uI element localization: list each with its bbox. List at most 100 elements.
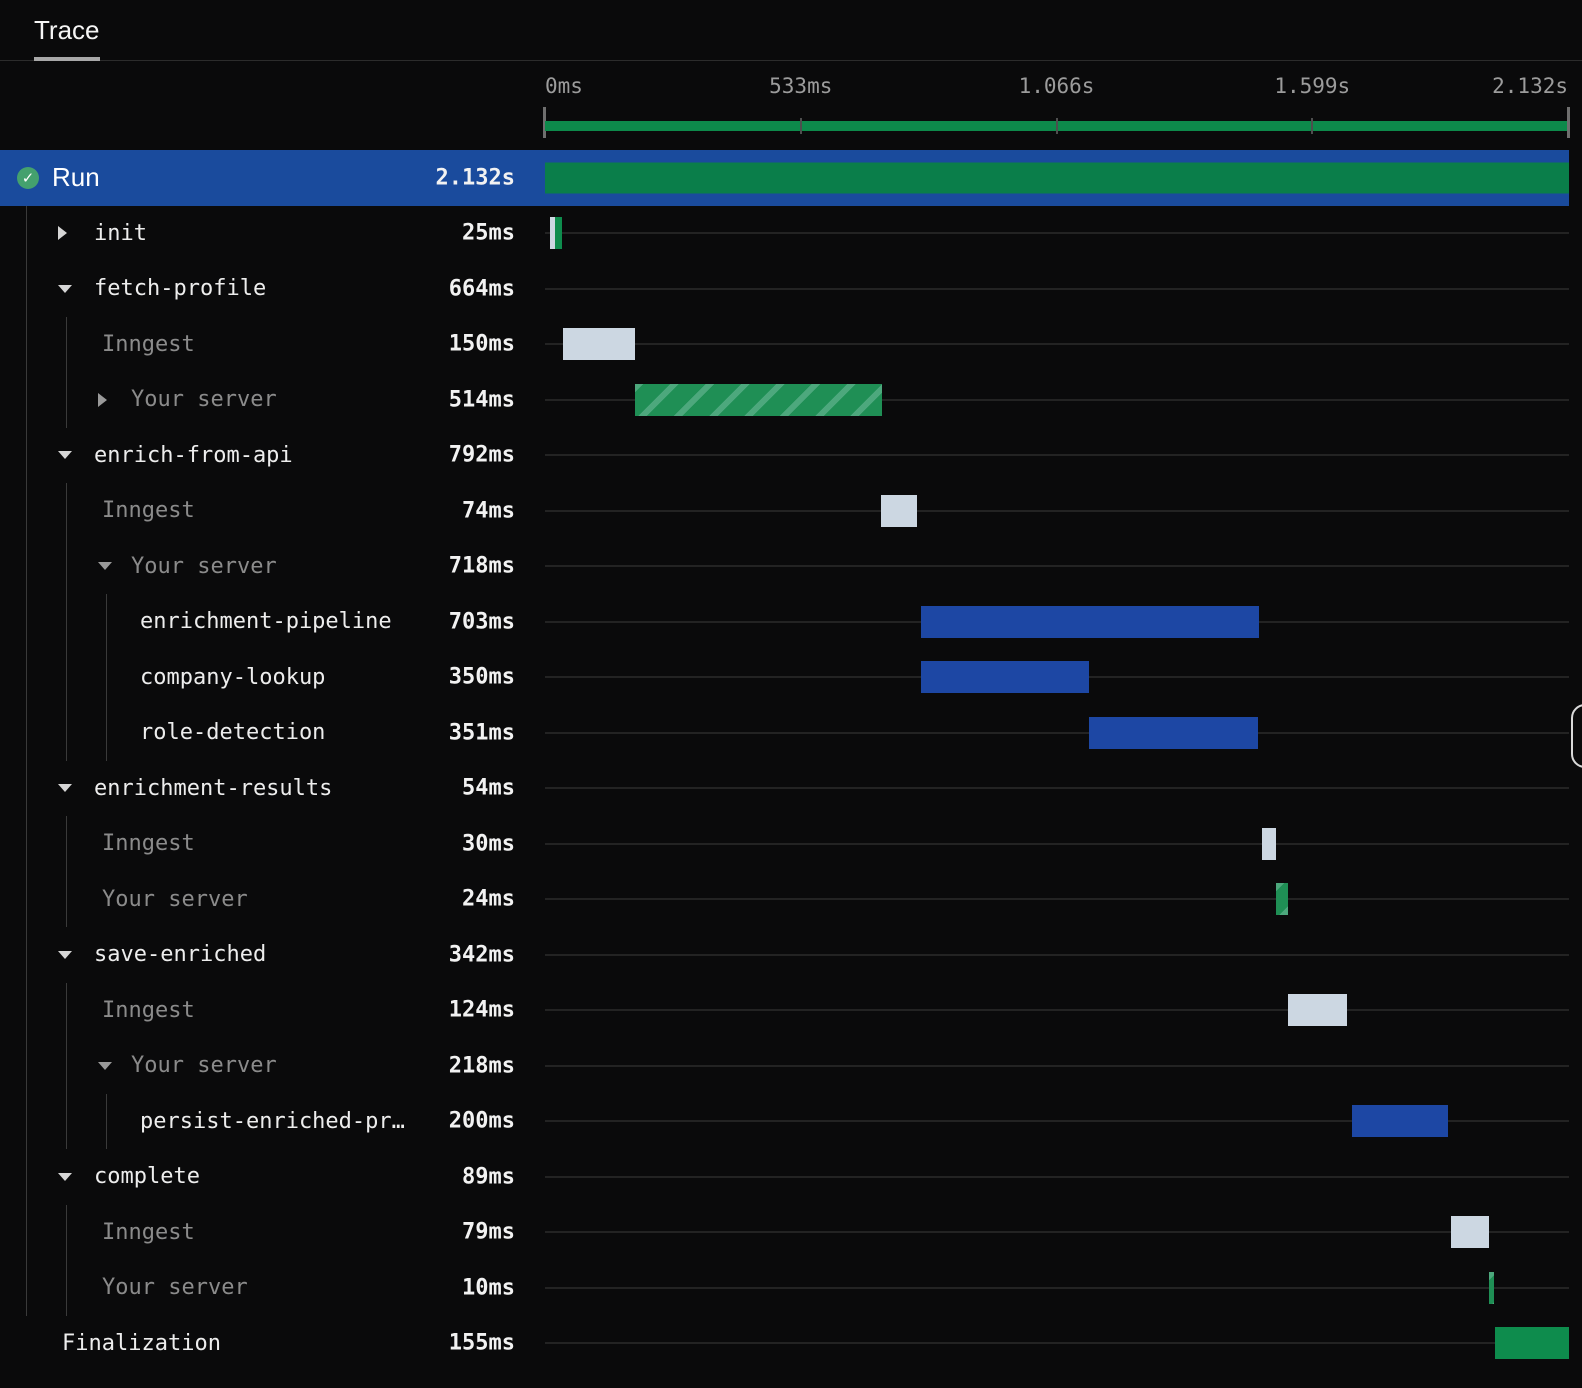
row-left-run: ✓ Run 2.132s xyxy=(0,150,545,206)
span-label: Your server xyxy=(131,387,277,413)
tree-guide-line xyxy=(66,1204,67,1260)
trace-row-complete-your-server[interactable]: Your server 10ms xyxy=(0,1260,1569,1316)
row-grid-line xyxy=(545,454,1569,457)
tab-bar: Trace xyxy=(0,0,1582,61)
span-bar-finalization[interactable] xyxy=(1494,1327,1569,1360)
tab-trace-label: Trace xyxy=(34,14,100,45)
arrow-box[interactable] xyxy=(58,950,94,959)
tree-guide-line xyxy=(26,372,27,428)
row-track-persist-enriched-profile xyxy=(545,1094,1569,1150)
row-track-enrich-from-api xyxy=(545,428,1569,484)
expand-icon[interactable] xyxy=(98,392,107,407)
span-bar-save-inngest[interactable] xyxy=(1287,994,1348,1027)
collapse-icon[interactable] xyxy=(58,1172,72,1181)
arrow-box[interactable] xyxy=(98,392,131,407)
arrow-box[interactable] xyxy=(98,1061,131,1070)
collapse-icon[interactable] xyxy=(58,784,72,793)
span-bar-run[interactable] xyxy=(545,162,1569,194)
run-status-success-icon: ✓ xyxy=(17,166,39,189)
trace-row-enrich-inngest[interactable]: Inngest 74ms xyxy=(0,483,1569,539)
trace-row-complete[interactable]: complete 89ms xyxy=(0,1149,1569,1205)
row-left-fetch-profile-your-server: Your server 514ms xyxy=(0,372,545,428)
arrow-box[interactable] xyxy=(58,451,94,460)
collapse-icon[interactable] xyxy=(58,451,72,460)
span-bar-company-lookup[interactable] xyxy=(921,661,1090,694)
span-bar-init[interactable] xyxy=(555,217,563,250)
tick-label-0ms: 0ms xyxy=(545,74,583,98)
collapse-icon[interactable] xyxy=(58,950,72,959)
trace-row-role-detection[interactable]: role-detection 351ms xyxy=(0,705,1569,761)
tree-guide-line xyxy=(26,1149,27,1205)
arrow-box[interactable] xyxy=(58,284,94,293)
trace-row-results-inngest[interactable]: Inngest 30ms xyxy=(0,816,1569,872)
trace-row-fetch-profile[interactable]: fetch-profile 664ms xyxy=(0,261,1569,317)
row-track-complete-inngest xyxy=(545,1205,1569,1261)
trace-row-init[interactable]: init 25ms xyxy=(0,205,1569,262)
row-left-save-enriched: save-enriched 342ms xyxy=(0,927,545,983)
trace-row-results-your-server[interactable]: Your server 24ms xyxy=(0,871,1569,927)
trace-row-enrich-from-api[interactable]: enrich-from-api 792ms xyxy=(0,427,1569,484)
arrow-box[interactable] xyxy=(98,562,131,571)
row-track-results-inngest xyxy=(545,816,1569,872)
row-track-fetch-profile xyxy=(545,261,1569,317)
row-left-fetch-profile: fetch-profile 664ms xyxy=(0,261,545,317)
span-bar-fetch-profile-inngest[interactable] xyxy=(563,328,636,361)
trace-row-enrich-your-server[interactable]: Your server 718ms xyxy=(0,538,1569,594)
span-bar-fetch-profile-your-server[interactable] xyxy=(635,383,883,416)
arrow-box[interactable] xyxy=(58,226,94,241)
tree-guide-line xyxy=(66,316,67,372)
duration-label: 79ms xyxy=(462,1219,515,1245)
span-bar-enrichment-pipeline[interactable] xyxy=(921,605,1259,638)
arrow-box[interactable] xyxy=(58,1172,94,1181)
trace-row-save-your-server[interactable]: Your server 218ms xyxy=(0,1038,1569,1094)
tree-guide-line xyxy=(26,316,27,372)
span-label: save-enriched xyxy=(94,942,267,968)
row-left-role-detection: role-detection 351ms xyxy=(0,705,545,761)
collapse-icon[interactable] xyxy=(98,1061,112,1070)
span-bar-role-detection[interactable] xyxy=(1089,716,1258,749)
trace-row-enrichment-results[interactable]: enrichment-results 54ms xyxy=(0,760,1569,816)
tree-guide-line xyxy=(66,816,67,872)
tab-trace[interactable]: Trace xyxy=(34,0,100,61)
collapse-icon[interactable] xyxy=(98,562,112,571)
trace-row-persist-enriched-profile[interactable]: persist-enriched-pr… 200ms xyxy=(0,1093,1569,1150)
trace-row-fetch-profile-your-server[interactable]: Your server 514ms xyxy=(0,372,1569,428)
trace-row-enrichment-pipeline[interactable]: enrichment-pipeline 703ms xyxy=(0,594,1569,650)
run-label: Run xyxy=(52,162,100,193)
tree-guide-line xyxy=(26,538,27,594)
trace-row-save-enriched[interactable]: save-enriched 342ms xyxy=(0,927,1569,983)
tree-guide-line xyxy=(26,927,27,983)
span-label: Your server xyxy=(131,1053,277,1079)
expand-icon[interactable] xyxy=(58,226,67,241)
span-bar-enrich-inngest[interactable] xyxy=(881,494,917,527)
tree-guide-line xyxy=(26,261,27,317)
span-bar-complete-your-server[interactable] xyxy=(1489,1271,1495,1304)
row-left-enrich-from-api: enrich-from-api 792ms xyxy=(0,427,545,483)
arrow-box[interactable] xyxy=(58,784,94,793)
span-bar-init[interactable] xyxy=(550,217,556,250)
trace-row-complete-inngest[interactable]: Inngest 79ms xyxy=(0,1204,1569,1261)
duration-label: 150ms xyxy=(448,331,515,357)
span-bar-persist-enriched-profile[interactable] xyxy=(1352,1105,1449,1138)
trace-row-save-inngest[interactable]: Inngest 124ms xyxy=(0,982,1569,1038)
row-track-role-detection xyxy=(545,705,1569,761)
trace-row-run[interactable]: ✓ Run 2.132s xyxy=(0,150,1569,206)
row-left-enrich-your-server: Your server 718ms xyxy=(0,538,545,594)
trace-row-company-lookup[interactable]: company-lookup 350ms xyxy=(0,649,1569,705)
ruler-start-tick xyxy=(543,107,546,138)
span-bar-results-inngest[interactable] xyxy=(1261,827,1276,860)
row-track-init xyxy=(545,206,1569,262)
trace-span-list: ✓ Run 2.132s init 25ms fetch-profile 664ms Inng… xyxy=(0,150,1582,1371)
trace-row-finalization[interactable]: Finalization 155ms xyxy=(0,1316,1569,1372)
timeline-header: 0ms 533ms 1.066s 1.599s 2.132s xyxy=(0,61,1582,150)
row-left-results-inngest: Inngest 30ms xyxy=(0,816,545,872)
span-label: Finalization xyxy=(62,1330,221,1356)
tree-guide-line xyxy=(26,816,27,872)
collapse-icon[interactable] xyxy=(58,284,72,293)
duration-label: 218ms xyxy=(448,1053,515,1079)
span-bar-complete-inngest[interactable] xyxy=(1451,1216,1490,1249)
timeline-ruler[interactable] xyxy=(543,107,1570,138)
scroll-handle[interactable] xyxy=(1571,704,1582,768)
trace-row-fetch-profile-inngest[interactable]: Inngest 150ms xyxy=(0,316,1569,372)
span-bar-results-your-server[interactable] xyxy=(1276,883,1288,916)
